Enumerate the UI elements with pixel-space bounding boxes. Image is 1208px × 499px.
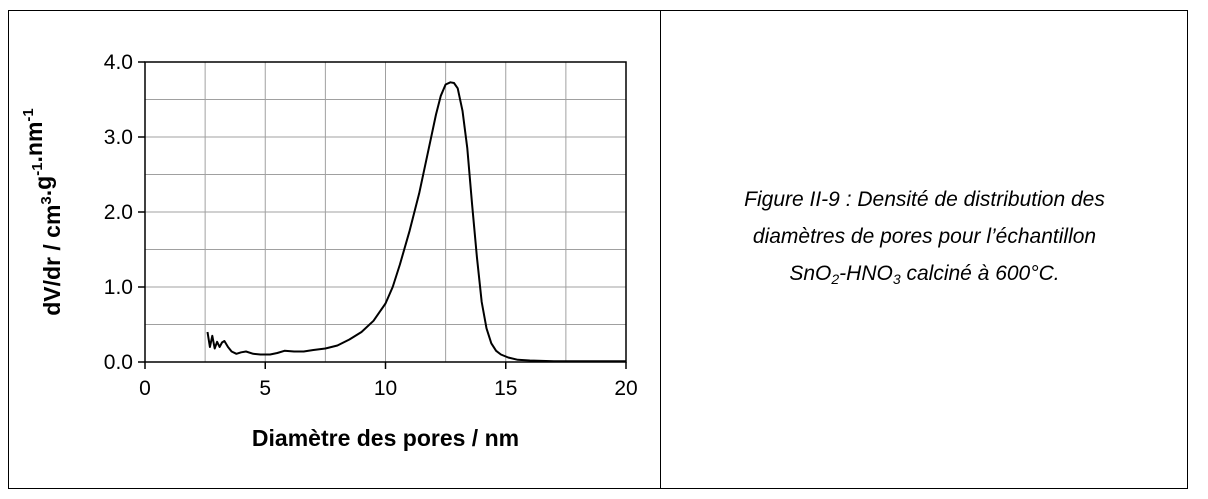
caption-line-1: Figure II-9 : Densité de distribution de… <box>744 188 1105 211</box>
figure-frame <box>8 10 1188 489</box>
x-axis-label: Diamètre des pores / nm <box>252 425 519 451</box>
x-tick-label: 0 <box>139 377 151 400</box>
chart-grid <box>145 62 626 362</box>
caption-text: SnO <box>789 262 832 285</box>
x-tick-label: 15 <box>494 377 517 400</box>
caption-text: -HNO <box>839 262 893 285</box>
y-tick-label: 0.0 <box>104 351 133 374</box>
caption-subscript: 2 <box>831 271 840 287</box>
chart-series <box>206 81 626 363</box>
y-axis-label-superscript: -1 <box>20 108 37 121</box>
y-axis-label: dV/dr / cm3.g-1.nm-1 <box>20 108 65 316</box>
frame-divider <box>660 10 661 489</box>
y-axis-label-part: .nm <box>21 122 47 163</box>
y-axis-label-part: .g <box>30 176 56 196</box>
caption-text: calciné à 600°C. <box>900 262 1060 285</box>
x-tick-label: 20 <box>614 377 637 400</box>
y-tick-label: 4.0 <box>104 51 133 74</box>
data-series-line <box>206 81 626 363</box>
caption-line-3: SnO2-HNO3 calciné à 600°C. <box>661 255 1188 292</box>
figure-caption: Figure II-9 : Densité de distribution de… <box>661 181 1188 292</box>
chart-ticks: 0 5 10 15 20 0.0 1.0 2.0 3.0 4.0 <box>104 51 638 400</box>
y-tick-label: 2.0 <box>104 201 133 224</box>
pore-distribution-chart: 0 5 10 15 20 0.0 1.0 2.0 3.0 4.0 Diamètre des por… <box>20 51 638 451</box>
caption-line-2: diamètres de pores pour l’échantillon <box>752 225 1097 248</box>
y-tick-label: 1.0 <box>104 276 133 299</box>
y-axis-label-superscript: 3 <box>38 196 55 204</box>
caption-subscript: 3 <box>892 271 901 287</box>
x-tick-label: 5 <box>259 377 271 400</box>
y-tick-label: 3.0 <box>104 126 133 149</box>
y-axis-label-superscript: -1 <box>29 162 46 175</box>
y-axis-label-part: dV/dr / cm <box>39 205 65 316</box>
x-tick-label: 10 <box>374 377 397 400</box>
